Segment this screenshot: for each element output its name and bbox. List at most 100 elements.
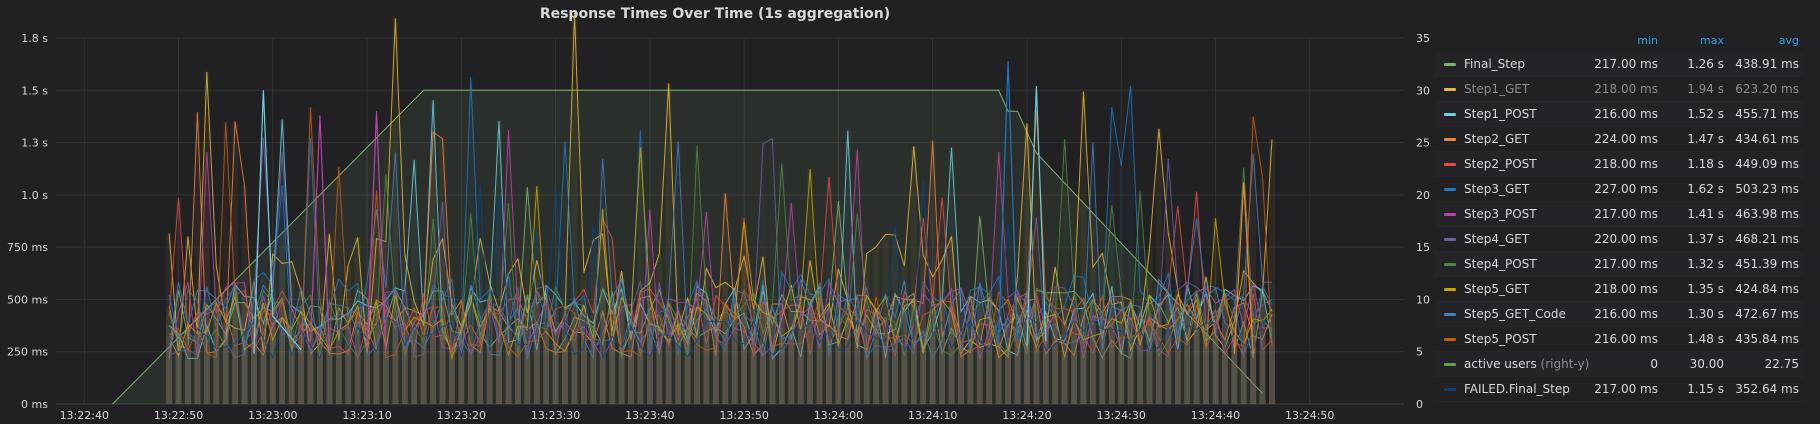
series-max: 1.47 s (1687, 132, 1724, 146)
series-line (168, 12, 1273, 359)
y-left-tick-label: 1.8 s (21, 32, 48, 45)
series-color-swatch[interactable] (1444, 113, 1456, 116)
series-color-swatch[interactable] (1444, 88, 1456, 91)
series-color-swatch[interactable] (1444, 163, 1456, 166)
series-color-swatch[interactable] (1444, 188, 1456, 191)
x-tick-label: 13:23:30 (531, 409, 580, 422)
series-FAILED.Final_Step (166, 180, 1275, 404)
series-peak-Step3_GET (998, 60, 1019, 342)
series-avg: 438.91 ms (1735, 57, 1799, 71)
series-min: 227.00 ms (1594, 182, 1658, 196)
panel-title[interactable]: Response Times Over Time (1s aggregation… (539, 6, 891, 22)
series-avg: 455.71 ms (1735, 107, 1799, 121)
y-left-tick-label: 250 ms (7, 346, 48, 359)
legend-row[interactable]: Step4_GET 220.00 ms 1.37 s 468.21 ms (1434, 227, 1804, 252)
series-avg: 451.39 ms (1735, 257, 1799, 271)
series-max: 1.41 s (1687, 207, 1724, 221)
y-right-tick-label: 15 (1416, 241, 1430, 254)
series-name[interactable]: active users (right-y) (1464, 357, 1590, 371)
y-right-tick-label: 10 (1416, 293, 1430, 306)
series-max: 1.35 s (1687, 282, 1724, 296)
x-tick-label: 13:23:00 (248, 409, 297, 422)
series-line (168, 180, 1273, 360)
series-color-swatch[interactable] (1444, 138, 1456, 141)
legend-row[interactable]: Step1_POST 216.00 ms 1.52 s 455.71 ms (1434, 102, 1804, 127)
y-left-tick-label: 1.5 s (21, 84, 48, 97)
series-name[interactable]: Step5_GET_Code (1464, 307, 1566, 321)
series-min: 218.00 ms (1594, 82, 1658, 96)
series-line (168, 107, 1273, 359)
series-avg: 449.09 ms (1735, 157, 1799, 171)
series-color-swatch[interactable] (1444, 363, 1456, 366)
series-avg: 503.23 ms (1735, 182, 1799, 196)
legend-row[interactable]: Step5_GET 218.00 ms 1.35 s 424.84 ms (1434, 277, 1804, 302)
series-max: 1.26 s (1687, 57, 1724, 71)
x-tick-label: 13:23:50 (719, 409, 768, 422)
series-name[interactable]: Step4_GET (1464, 232, 1530, 246)
x-tick-label: 13:23:10 (342, 409, 391, 422)
series-name[interactable]: Step3_GET (1464, 182, 1530, 196)
legend-row[interactable]: Step3_POST 217.00 ms 1.41 s 463.98 ms (1434, 202, 1804, 227)
x-tick-label: 13:24:20 (1002, 409, 1051, 422)
legend-row[interactable]: Step5_GET_Code 216.00 ms 1.30 s 472.67 ms (1434, 302, 1804, 327)
series-max: 1.62 s (1687, 182, 1724, 196)
series-color-swatch[interactable] (1444, 63, 1456, 66)
legend-row[interactable]: Step5_POST 216.00 ms 1.48 s 435.84 ms (1434, 327, 1804, 352)
series-avg: 472.67 ms (1735, 307, 1799, 321)
series-fill (166, 181, 1275, 404)
series-color-swatch[interactable] (1444, 288, 1456, 291)
legend-row[interactable]: Step2_POST 218.00 ms 1.18 s 449.09 ms (1434, 152, 1804, 177)
legend-row[interactable]: FAILED.Final_Step 217.00 ms 1.15 s 352.64 m… (1434, 377, 1804, 402)
legend-col-avg[interactable]: avg (1778, 34, 1799, 47)
series-name[interactable]: Step2_GET (1464, 132, 1530, 146)
series-color-swatch[interactable] (1444, 213, 1456, 216)
y-right-tick-label: 5 (1416, 346, 1423, 359)
series-max: 1.37 s (1687, 232, 1724, 246)
series-min: 217.00 ms (1594, 57, 1658, 71)
series-min: 218.00 ms (1594, 282, 1658, 296)
series-name[interactable]: Step1_GET (1464, 82, 1530, 96)
series-min: 224.00 ms (1594, 132, 1658, 146)
legend-row[interactable]: Step4_POST 217.00 ms 1.32 s 451.39 ms (1434, 252, 1804, 277)
series-avg: 623.20 ms (1735, 82, 1799, 96)
y-left-tick-label: 0 ms (21, 398, 48, 411)
legend-row[interactable]: active users (right-y) 0 30.00 22.75 (1434, 352, 1804, 377)
series-color-swatch[interactable] (1444, 238, 1456, 241)
series-fill (166, 107, 1275, 404)
series-line (168, 141, 1272, 359)
series-name[interactable]: Step3_POST (1464, 207, 1537, 221)
series-name[interactable]: Step5_POST (1464, 332, 1537, 346)
legend-row[interactable]: Step2_GET 224.00 ms 1.47 s 434.61 ms (1434, 127, 1804, 152)
y-left-tick-label: 1.3 s (21, 137, 48, 150)
legend-row[interactable]: Step3_GET 227.00 ms 1.62 s 503.23 ms (1434, 177, 1804, 202)
series-peak-Step3_POST (366, 111, 387, 350)
legend-col-max[interactable]: max (1700, 34, 1724, 47)
series-fill (166, 139, 1275, 404)
x-tick-label: 13:23:20 (437, 409, 486, 422)
legend-col-min[interactable]: min (1637, 34, 1658, 47)
x-tick-label: 13:24:30 (1096, 409, 1145, 422)
series-name[interactable]: Step1_POST (1464, 107, 1537, 121)
series-name[interactable]: FAILED.Final_Step (1464, 382, 1570, 396)
series-color-swatch[interactable] (1444, 313, 1456, 316)
series-color-swatch[interactable] (1444, 338, 1456, 341)
series-min: 220.00 ms (1594, 232, 1658, 246)
series-name[interactable]: Step5_GET (1464, 282, 1530, 296)
series-name[interactable]: Step4_POST (1464, 257, 1537, 271)
series-line (168, 147, 1273, 361)
series-min: 218.00 ms (1594, 157, 1658, 171)
series-min: 216.00 ms (1594, 107, 1658, 121)
y-right-tick-label: 30 (1416, 84, 1430, 97)
legend-row[interactable]: Final_Step 217.00 ms 1.26 s 438.91 ms (1434, 52, 1804, 77)
series-name[interactable]: Step2_POST (1464, 157, 1537, 171)
series-name[interactable]: Final_Step (1464, 57, 1525, 71)
series-color-swatch[interactable] (1444, 263, 1456, 266)
series-max: 1.18 s (1687, 157, 1724, 171)
series-max: 1.48 s (1687, 332, 1724, 346)
series-min: 216.00 ms (1594, 332, 1658, 346)
x-tick-label: 13:22:50 (154, 409, 203, 422)
legend-row[interactable]: Step1_GET 218.00 ms 1.94 s 623.20 ms (1434, 77, 1804, 102)
series-line (168, 77, 1273, 358)
series-color-swatch[interactable] (1444, 388, 1456, 391)
chart-canvas[interactable]: 0 ms 250 ms 500 ms 750 ms 1.0 s 1.3 s 1.5 s 1.8… (0, 0, 1430, 424)
